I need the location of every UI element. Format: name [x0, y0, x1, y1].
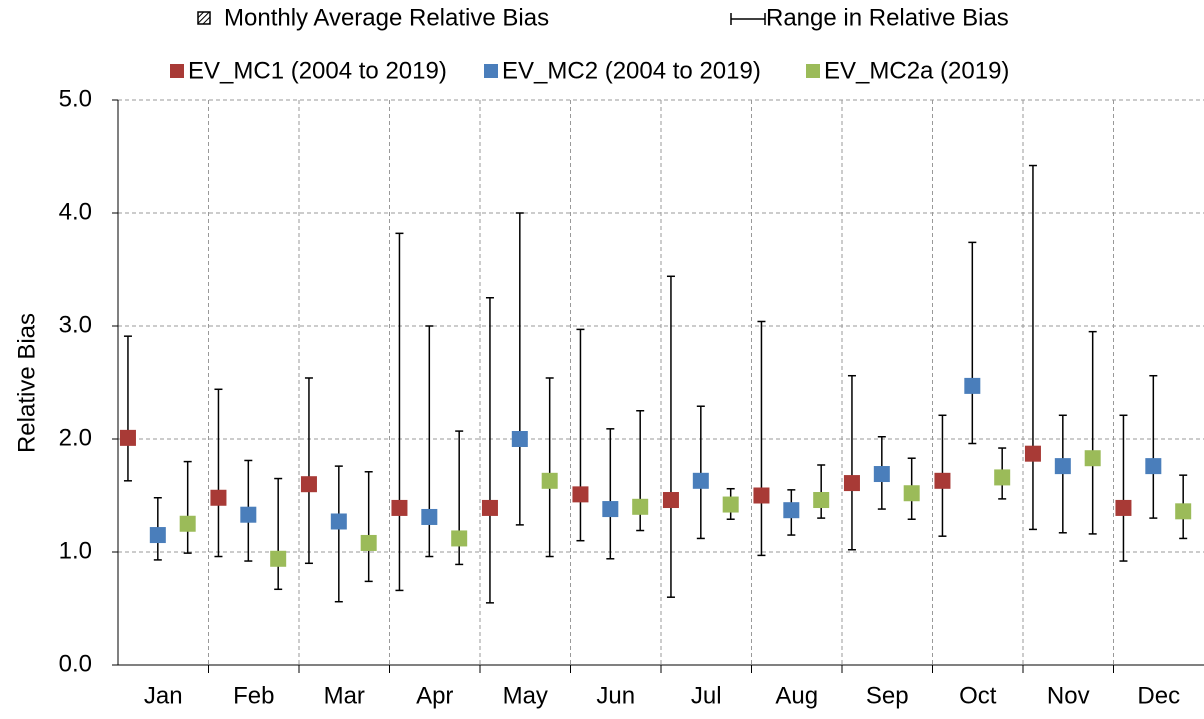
marker: [240, 506, 257, 523]
x-tick-label: Sep: [866, 682, 909, 709]
range-bar: [183, 460, 192, 554]
y-tick-label: 1.0: [59, 537, 92, 564]
marker: [1054, 458, 1071, 475]
range-bar: [1149, 374, 1158, 519]
legend-note: Range in Relative Bias: [766, 4, 1009, 31]
legend-label: EV_MC2 (2004 to 2019): [502, 57, 761, 84]
x-tick-label: Apr: [416, 682, 453, 709]
y-tick-label: 0.0: [59, 650, 92, 677]
range-bar: [1028, 164, 1037, 531]
y-tick-label: 2.0: [59, 424, 92, 451]
range-bar: [485, 297, 494, 604]
marker: [1084, 450, 1101, 467]
marker: [300, 476, 317, 493]
legend-icon: [730, 13, 766, 25]
marker: [330, 513, 347, 530]
marker: [572, 486, 589, 503]
legend-note: Monthly Average Relative Bias: [224, 4, 549, 31]
y-tick-label: 5.0: [59, 85, 92, 112]
range-bar: [304, 377, 313, 565]
x-tick-label: Mar: [324, 682, 365, 709]
range-bar: [1119, 414, 1128, 562]
marker: [541, 472, 558, 489]
x-tick-label: Oct: [959, 682, 997, 709]
x-tick-label: Aug: [775, 682, 818, 709]
marker: [451, 530, 468, 547]
range-bar: [847, 374, 856, 551]
x-tick-label: Dec: [1137, 682, 1180, 709]
legend-label: EV_MC1 (2004 to 2019): [188, 57, 447, 84]
marker: [1175, 503, 1192, 520]
marker: [210, 489, 227, 506]
legend-swatch: [806, 64, 820, 78]
range-bar: [757, 320, 766, 557]
x-tick-label: Nov: [1047, 682, 1090, 709]
marker: [843, 475, 860, 492]
marker: [964, 377, 981, 394]
marker: [1145, 458, 1162, 475]
marker: [602, 501, 619, 518]
x-tick-label: Jan: [144, 682, 183, 709]
legend-swatch: [484, 64, 498, 78]
marker: [632, 498, 649, 515]
range-bar: [968, 241, 977, 445]
y-tick-label: 4.0: [59, 198, 92, 225]
range-bar: [334, 465, 343, 603]
marker: [994, 469, 1011, 486]
marker: [1024, 445, 1041, 462]
marker: [783, 502, 800, 519]
x-tick-label: Jun: [596, 682, 635, 709]
y-axis-label: Relative Bias: [13, 313, 40, 453]
marker: [270, 550, 287, 567]
x-tick-label: Jul: [691, 682, 722, 709]
marker: [1115, 499, 1132, 516]
marker: [391, 499, 408, 516]
marker: [903, 485, 920, 502]
legend-label: EV_MC2a (2019): [824, 57, 1009, 84]
x-tick-label: Feb: [233, 682, 274, 709]
marker: [360, 534, 377, 551]
range-bar: [395, 232, 404, 592]
range-bar: [606, 428, 615, 560]
marker: [662, 492, 679, 509]
range-bar: [123, 335, 132, 482]
range-bar: [817, 464, 826, 519]
range-bar: [515, 212, 524, 526]
range-bar: [576, 328, 585, 542]
marker: [481, 499, 498, 516]
legend-swatch: [170, 64, 184, 78]
y-tick-label: 3.0: [59, 311, 92, 338]
range-bar: [364, 471, 373, 583]
x-tick-label: May: [503, 682, 548, 709]
marker: [119, 429, 136, 446]
range-bar: [274, 477, 283, 591]
range-bar: [696, 405, 705, 540]
marker: [753, 487, 770, 504]
marker: [722, 496, 739, 513]
range-bar: [545, 377, 554, 558]
marker: [421, 508, 438, 525]
marker: [934, 472, 951, 489]
marker: [692, 472, 709, 489]
legend-icon: [197, 11, 211, 25]
marker: [873, 466, 890, 483]
range-bar: [1088, 330, 1097, 535]
marker: [179, 515, 196, 532]
range-bar: [666, 275, 675, 598]
marker: [813, 492, 830, 509]
marker: [511, 431, 528, 447]
marker: [149, 527, 166, 544]
range-bar: [214, 388, 223, 558]
